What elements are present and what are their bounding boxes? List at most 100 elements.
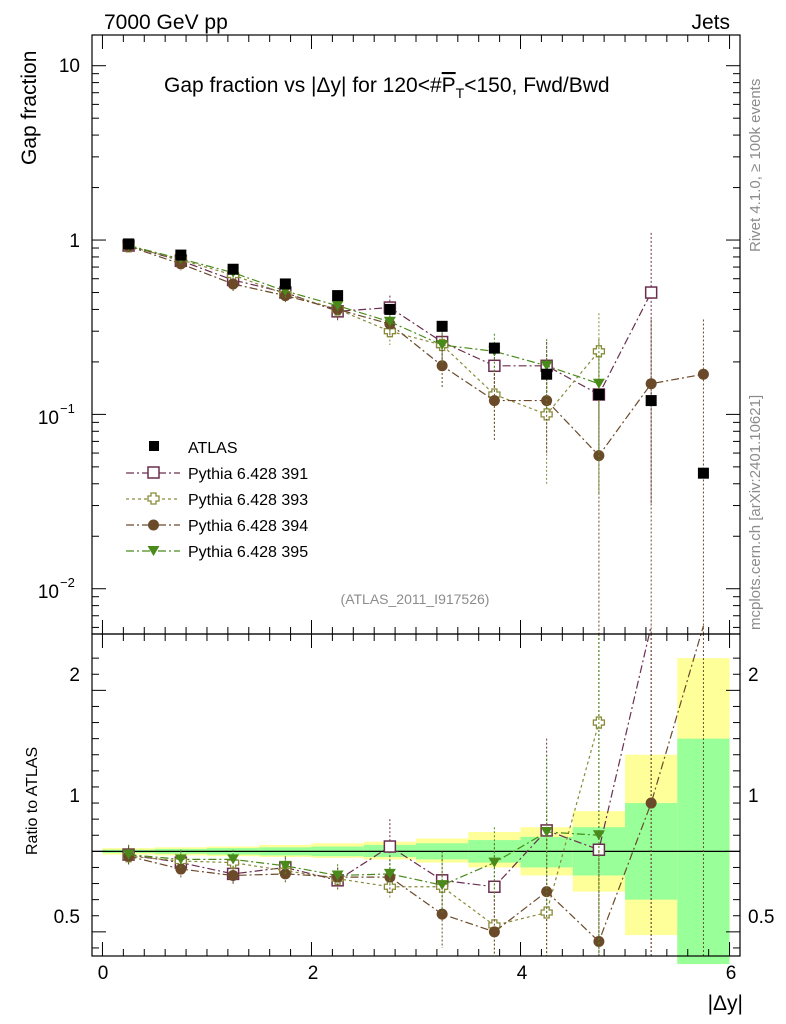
plot-marks — [122, 232, 709, 956]
xtick-label-6: 6 — [726, 963, 737, 984]
legend: ATLAS Pythia 6.428 391 Pythia 6.428 393 … — [126, 440, 308, 561]
main-point-1-8 — [540, 408, 553, 421]
legend-marker-395 — [147, 546, 160, 556]
legend-entry-395: Pythia 6.428 395 — [126, 544, 308, 561]
legend-entry-394: Pythia 6.428 394 — [126, 518, 308, 535]
legend-marker-atlas — [149, 441, 159, 451]
ratio-point-3-4 — [331, 870, 344, 881]
title-prefix: Gap fraction vs |Δy| for 120<# — [164, 74, 442, 97]
ytick-label-1: 1 — [69, 231, 80, 252]
main-line-3 — [128, 244, 600, 385]
x-tick-labels: 0 2 4 6 — [98, 963, 737, 984]
ratio-point-2-7 — [488, 926, 500, 938]
ratio-point-0-5 — [383, 840, 397, 853]
main-y-tick-labels: 10 1 10 −1 10 −2 — [38, 56, 80, 603]
ytick-label-1e-2: 10 — [38, 582, 59, 603]
ratio-ytick-right-1: 1 — [748, 786, 759, 807]
atlas-point-10 — [645, 395, 657, 407]
main-point-0-10 — [644, 286, 658, 299]
y-axis-label: Gap fraction — [18, 51, 41, 165]
ratio-point-3-2 — [227, 854, 240, 865]
xtick-label-4: 4 — [517, 963, 528, 984]
main-point-2-2 — [227, 278, 239, 290]
main-point-2-7 — [488, 395, 500, 407]
ratio-point-2-1 — [175, 863, 187, 875]
ratio-y-axis-label: Ratio to ATLAS — [24, 747, 41, 855]
atlas-point-6 — [436, 320, 448, 332]
ratio-point-3-1 — [174, 854, 187, 865]
ratio-ytick-right-2: 2 — [748, 665, 759, 686]
x-axis-label: |Δy| — [708, 992, 743, 1015]
main-point-3-8 — [540, 360, 553, 371]
mcplots-label: mcplots.cern.ch [arXiv:2401.10621] — [747, 395, 764, 630]
legend-marker-394 — [148, 519, 159, 531]
atlas-point-9 — [593, 389, 605, 401]
main-point-3-9 — [592, 378, 605, 389]
ratio-point-2-9 — [593, 936, 605, 948]
legend-label-391: Pythia 6.428 391 — [188, 466, 308, 483]
ratio-point-3-6 — [436, 880, 449, 891]
main-line-2 — [128, 245, 704, 457]
ratio-line-1 — [128, 722, 600, 927]
legend-marker-393 — [147, 492, 160, 505]
ratio-ytick-right-0.5: 0.5 — [748, 907, 774, 928]
main-line-1 — [128, 245, 600, 416]
main-point-2-11 — [697, 368, 709, 380]
ratio-point-0-9 — [592, 843, 606, 856]
main-point-3-6 — [436, 340, 449, 351]
atlas-point-7 — [488, 342, 500, 354]
atlas-point-1 — [175, 249, 187, 261]
ratio-point-1-5 — [383, 880, 397, 893]
axis-ticks — [92, 35, 740, 956]
legend-label-394: Pythia 6.428 394 — [188, 518, 308, 535]
ytick-label-10: 10 — [59, 56, 80, 77]
atlas-point-11 — [697, 467, 709, 479]
main-point-2-10 — [645, 378, 657, 390]
legend-label-393: Pythia 6.428 393 — [188, 492, 308, 509]
ratio-uncertainty-bands — [92, 658, 740, 965]
main-point-3-5 — [383, 316, 396, 327]
main-point-2-1 — [175, 258, 187, 270]
ratio-point-3-5 — [383, 868, 396, 879]
ratio-ytick-left-1: 1 — [69, 786, 80, 807]
title-suffix: <150, Fwd/Bwd — [464, 74, 609, 97]
chart-title: Gap fraction vs |Δy| for 120<#PT<150, Fw… — [164, 74, 610, 101]
ratio-point-3-0 — [122, 849, 135, 860]
xtick-label-0: 0 — [98, 963, 109, 984]
legend-entry-391: Pythia 6.428 391 — [126, 466, 308, 483]
ratio-line-2 — [128, 625, 704, 943]
ratio-point-3-3 — [279, 860, 292, 871]
xtick-label-2: 2 — [308, 963, 319, 984]
atlas-point-8 — [541, 368, 553, 380]
ytick-exp-1e-1: −1 — [60, 401, 75, 416]
rivet-version-label: Rivet 4.1.0, ≥ 100k events — [747, 79, 764, 252]
atlas-point-0 — [123, 238, 135, 250]
legend-entry-atlas: ATLAS — [149, 440, 238, 457]
ratio-point-2-2 — [227, 870, 239, 881]
ytick-exp-1e-2: −2 — [60, 575, 75, 590]
ratio-point-2-10 — [645, 797, 657, 809]
ratio-ytick-left-2: 2 — [69, 665, 80, 686]
legend-label-atlas: ATLAS — [188, 440, 238, 457]
legend-label-395: Pythia 6.428 395 — [188, 544, 308, 561]
atlas-point-2 — [227, 263, 239, 275]
atlas-point-5 — [384, 303, 396, 315]
title-p: P — [442, 74, 456, 97]
ratio-point-0-7 — [488, 880, 501, 894]
energy-label: 7000 GeV pp — [104, 11, 228, 34]
ratio-point-3-8 — [540, 827, 553, 838]
main-point-3-4 — [331, 300, 344, 311]
ratio-point-2-6 — [436, 908, 448, 920]
ratio-ytick-left-0.5: 0.5 — [54, 907, 80, 928]
main-line-0 — [128, 244, 652, 396]
ytick-label-1e-1: 10 — [38, 408, 59, 429]
ratio-point-3-7 — [488, 857, 501, 868]
legend-entry-393: Pythia 6.428 393 — [126, 492, 308, 509]
analysis-id: (ATLAS_2011_I917526) — [341, 591, 490, 607]
ratio-point-3-9 — [592, 830, 605, 841]
ratio-y-tick-labels: 2 1 0.5 2 1 0.5 — [54, 665, 775, 928]
atlas-point-4 — [332, 290, 344, 302]
title-t: T — [456, 85, 465, 101]
legend-marker-391 — [147, 466, 160, 479]
